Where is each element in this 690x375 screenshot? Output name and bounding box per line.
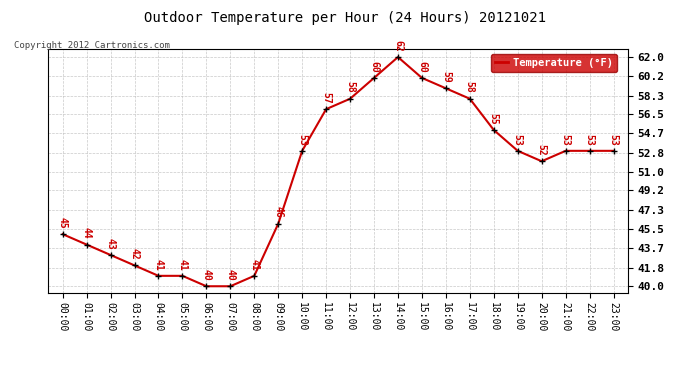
Text: 58: 58 [465, 81, 475, 93]
Text: 41: 41 [249, 258, 259, 270]
Text: 53: 53 [513, 134, 523, 145]
Text: 57: 57 [321, 92, 331, 104]
Text: 52: 52 [537, 144, 546, 156]
Text: 42: 42 [130, 248, 139, 260]
Text: 40: 40 [226, 269, 235, 281]
Text: 41: 41 [177, 258, 188, 270]
Text: Outdoor Temperature per Hour (24 Hours) 20121021: Outdoor Temperature per Hour (24 Hours) … [144, 11, 546, 25]
Text: 53: 53 [609, 134, 618, 145]
Text: 62: 62 [393, 40, 403, 51]
Text: 53: 53 [584, 134, 595, 145]
Text: 43: 43 [106, 238, 115, 249]
Legend: Temperature (°F): Temperature (°F) [491, 54, 617, 72]
Text: 53: 53 [561, 134, 571, 145]
Text: 60: 60 [417, 61, 427, 72]
Text: Copyright 2012 Cartronics.com: Copyright 2012 Cartronics.com [14, 41, 170, 50]
Text: 45: 45 [58, 217, 68, 229]
Text: 59: 59 [441, 71, 451, 83]
Text: 58: 58 [345, 81, 355, 93]
Text: 53: 53 [297, 134, 307, 145]
Text: 40: 40 [201, 269, 211, 281]
Text: 41: 41 [153, 258, 164, 270]
Text: 60: 60 [369, 61, 379, 72]
Text: 44: 44 [81, 227, 92, 239]
Text: 46: 46 [273, 207, 283, 218]
Text: 55: 55 [489, 113, 499, 125]
